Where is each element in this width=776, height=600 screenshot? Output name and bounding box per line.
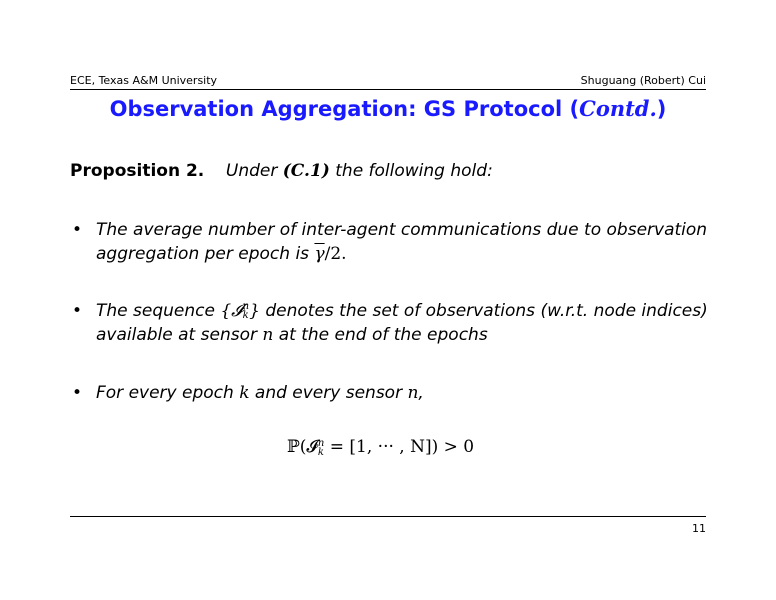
math-close: } (249, 301, 260, 321)
header-rule (70, 89, 706, 90)
math-sub: k (317, 446, 324, 458)
math: k (239, 383, 250, 403)
bullet-1-line-1: The average number of inter-agent commun… (96, 220, 708, 240)
math: ℙ(𝓘 (287, 437, 318, 457)
text: aggregation per epoch is (96, 244, 315, 264)
text: , (418, 383, 424, 403)
text: For every epoch (96, 383, 240, 403)
text: available at sensor (96, 325, 263, 345)
page-number: 11 (692, 522, 706, 535)
slide-title: Observation Aggregation: GS Protocol (Co… (0, 96, 776, 121)
text: at the end of the epochs (273, 325, 488, 345)
header-author: Shuguang (Robert) Cui (580, 74, 706, 87)
text: denotes the set of observations (w.r.t. … (259, 301, 708, 321)
bullet-1-line-2: aggregation per epoch is γ/2. (96, 244, 347, 264)
bullet-2-line-1: The sequence {𝓘 n k} denotes the set of ob… (96, 301, 708, 321)
math-sup: n (317, 437, 325, 449)
title-close: ) (656, 97, 667, 121)
bullet-icon: • (72, 220, 83, 240)
text: and every sensor (249, 383, 408, 403)
math: n (407, 383, 419, 403)
bullet-2-line-2: available at sensor n at the end of the … (96, 325, 488, 345)
math-sub: k (242, 310, 249, 321)
proposition: Proposition 2. Under (C.1) the following… (70, 161, 493, 181)
bullet-3-line-1: For every epoch k and every sensor n, (96, 383, 424, 403)
text: The sequence (96, 301, 221, 321)
condition: (C.1) (282, 161, 330, 181)
bullet-icon: • (72, 301, 83, 321)
math-set: {𝓘 (220, 301, 243, 321)
formula: ℙ(𝓘 n k = [1, ··· , N]) > 0 (287, 437, 474, 457)
footer-rule (70, 516, 706, 517)
title-italic: Contd. (579, 96, 657, 121)
math-gamma-bar: γ (314, 244, 325, 264)
math-sup: n (242, 301, 250, 312)
math: /2. (324, 244, 347, 264)
bullet-icon: • (72, 383, 83, 403)
proposition-text-end: the following hold: (329, 161, 493, 181)
proposition-label: Proposition 2. (70, 161, 205, 181)
proposition-text: Under (225, 161, 283, 181)
math: n (262, 325, 274, 345)
header-affiliation: ECE, Texas A&M University (70, 74, 218, 87)
title-text: Observation Aggregation: GS Protocol ( (109, 97, 580, 121)
math: = [1, ··· , N]) > 0 (324, 437, 475, 457)
